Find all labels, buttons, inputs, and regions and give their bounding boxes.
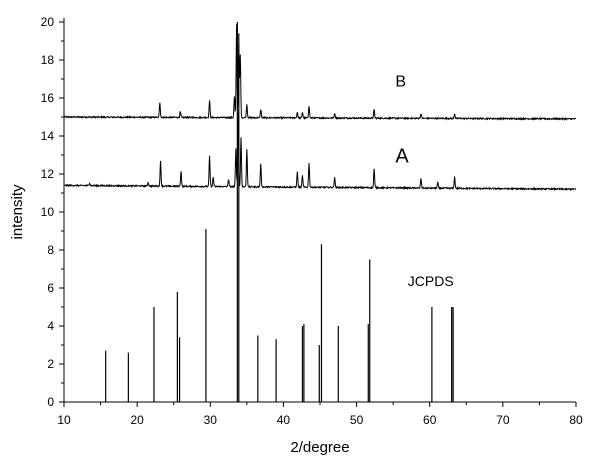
x-tick-label: 20 xyxy=(130,413,144,427)
y-tick-label: 14 xyxy=(41,129,55,143)
y-tick-label: 20 xyxy=(41,15,55,29)
x-tick-label: 30 xyxy=(204,413,218,427)
y-tick-label: 10 xyxy=(41,205,55,219)
annotation-label: A xyxy=(395,146,409,168)
series-lines xyxy=(63,24,577,192)
y-tick-label: 0 xyxy=(47,395,54,409)
x-tick-label: 10 xyxy=(57,413,71,427)
y-tick-label: 4 xyxy=(47,319,54,333)
annotation-label: JCPDS xyxy=(408,273,454,289)
reference-sticks xyxy=(105,22,454,402)
y-tick-label: 2 xyxy=(47,357,54,371)
y-tick-label: 16 xyxy=(41,91,55,105)
x-axis-title: 2/degree xyxy=(290,439,349,456)
y-tick-label: 6 xyxy=(47,281,54,295)
y-tick-label: 8 xyxy=(47,243,54,257)
plot-area xyxy=(63,22,577,402)
x-tick-label: 70 xyxy=(496,413,510,427)
x-tick-label: 80 xyxy=(569,413,583,427)
y-axis-title: intensity xyxy=(9,184,26,240)
x-tick-label: 50 xyxy=(350,413,364,427)
axes xyxy=(63,18,576,403)
y-tick-label: 12 xyxy=(41,167,55,181)
x-tick-label: 60 xyxy=(423,413,437,427)
series-line-B xyxy=(63,24,577,121)
series-line-A xyxy=(63,112,577,192)
annotation-label: B xyxy=(395,74,406,91)
x-tick-label: 40 xyxy=(277,413,291,427)
ticks: 10 20 30 40 50 60 70 80 0 2 4 6 8 10 12 14 16 18 20 xyxy=(41,15,583,427)
y-tick-label: 18 xyxy=(41,53,55,67)
annotations: B A JCPDS xyxy=(395,74,453,290)
